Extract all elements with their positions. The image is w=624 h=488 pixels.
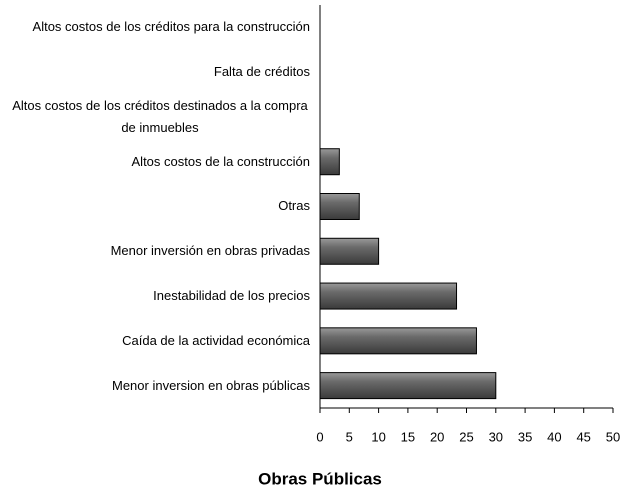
bar (319, 237, 380, 265)
x-tick-label: 10 (371, 429, 385, 444)
bar (319, 193, 360, 220)
category-text: Falta de créditos (213, 64, 310, 80)
x-tick-label: 0 (316, 429, 323, 444)
category-label: Otras (278, 184, 310, 229)
category-label: Menor inversión en obras privadas (111, 229, 310, 274)
category-text: Altos costos de los créditos para la con… (32, 19, 310, 35)
category-text: Altos costos de los créditos destinados … (12, 97, 308, 135)
category-text: Altos costos de la construcción (131, 153, 310, 169)
x-tick-label: 15 (401, 429, 415, 444)
category-label: Falta de créditos (214, 50, 310, 95)
category-label: Inestabilidad de los precios (153, 274, 310, 319)
bar (319, 148, 340, 176)
category-label: Altos costos de la construcción (132, 139, 310, 184)
category-text: Menor inversion en obras públicas (112, 377, 310, 393)
category-text: Inestabilidad de los precios (153, 288, 310, 304)
category-label: Altos costos de los créditos para la con… (33, 5, 310, 50)
x-tick-label: 35 (518, 429, 532, 444)
category-label: Caída de la actividad económica (122, 318, 310, 363)
chart-title: Obras Públicas (258, 469, 382, 488)
x-tick-label: 5 (346, 429, 353, 444)
x-tick-label: 45 (576, 429, 590, 444)
x-tick-label: 50 (606, 429, 620, 444)
x-tick-label: 30 (489, 429, 503, 444)
x-tick-label: 40 (547, 429, 561, 444)
bar (319, 282, 458, 310)
x-tick-label: 25 (459, 429, 473, 444)
category-text: Caída de la actividad económica (122, 332, 310, 348)
bar (319, 327, 477, 355)
category-text: Menor inversión en obras privadas (110, 243, 310, 259)
category-label: Menor inversion en obras públicas (112, 363, 310, 408)
bar (319, 372, 497, 400)
category-text: Otras (278, 198, 310, 214)
x-tick-label: 20 (430, 429, 444, 444)
category-label: Altos costos de los créditos destinados … (10, 95, 310, 140)
